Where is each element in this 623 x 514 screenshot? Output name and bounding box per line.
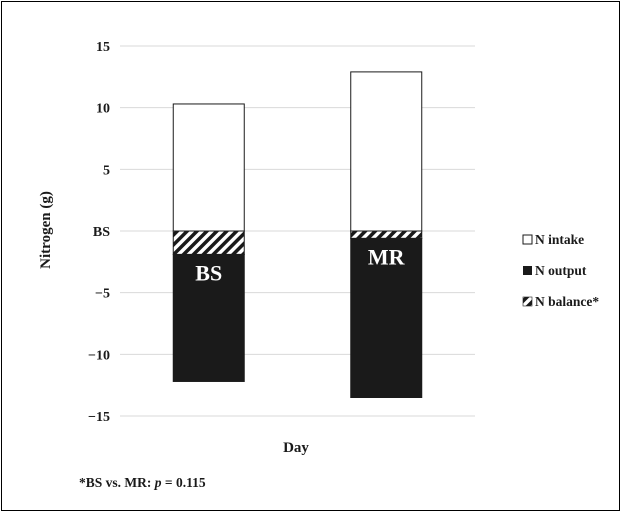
y-tick-label: 10 bbox=[96, 102, 110, 117]
y-tick-label: 15 bbox=[96, 40, 110, 55]
y-tick-label: −10 bbox=[88, 348, 110, 363]
bar-n-intake bbox=[350, 71, 423, 232]
y-tick-label: −5 bbox=[95, 287, 110, 302]
footnote: *BS vs. MR: p = 0.115 bbox=[79, 475, 206, 490]
bar-n-output bbox=[172, 253, 245, 382]
legend-swatch-n-balance bbox=[522, 296, 533, 307]
legend-label: N balance* bbox=[535, 294, 599, 309]
legend-label: N output bbox=[535, 263, 587, 278]
footnote-prefix: *BS vs. MR: bbox=[79, 475, 155, 490]
bar-n-output bbox=[350, 237, 423, 398]
footnote-p: p bbox=[154, 475, 162, 490]
x-axis-label: Day bbox=[283, 440, 309, 456]
legend-swatch-n-intake bbox=[522, 234, 533, 245]
y-tick-labels: 15 10 5 BS −5 −10 −15 bbox=[88, 40, 110, 425]
bar-n-intake bbox=[172, 103, 245, 232]
bar-n-balance bbox=[172, 230, 245, 255]
y-tick-label: BS bbox=[93, 225, 110, 240]
bar-n-balance bbox=[350, 230, 423, 239]
y-tick-label: 5 bbox=[103, 163, 110, 178]
y-tick-label: −15 bbox=[88, 410, 110, 425]
bar-label: MR bbox=[368, 244, 406, 269]
legend-label: N intake bbox=[535, 232, 584, 247]
y-axis-label: Nitrogen (g) bbox=[38, 191, 54, 269]
footnote-suffix: = 0.115 bbox=[162, 475, 206, 490]
bar-label: BS bbox=[195, 260, 222, 285]
bar-labels: BS MR bbox=[195, 244, 405, 285]
legend-swatch-n-output bbox=[523, 266, 532, 275]
bars bbox=[172, 71, 423, 398]
legend: N intake N output N balance* bbox=[522, 232, 599, 309]
